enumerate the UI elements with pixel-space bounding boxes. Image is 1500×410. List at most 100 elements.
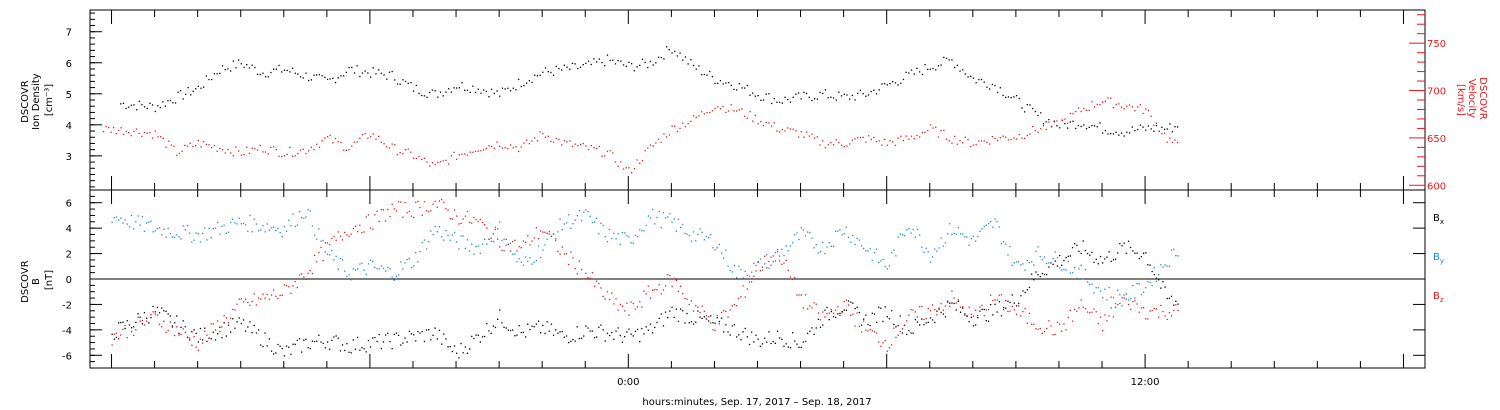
data-point-ion-density: [851, 94, 853, 97]
data-point-by: [936, 250, 938, 252]
data-point-bz: [1028, 312, 1031, 314]
data-point-bx: [540, 332, 542, 334]
data-point-bz: [182, 328, 184, 330]
data-point-bz: [755, 270, 757, 272]
b-axis-title-line3: [nT]: [44, 270, 55, 290]
data-point-bz: [281, 294, 283, 296]
data-point-velocity: [571, 145, 574, 148]
data-point-by: [139, 224, 141, 226]
data-point-bx: [802, 341, 804, 343]
data-point-velocity: [711, 110, 713, 112]
data-point-by: [751, 271, 753, 273]
data-point-bz: [415, 201, 417, 203]
data-point-bx: [1091, 251, 1093, 253]
data-point-velocity: [485, 147, 487, 149]
data-point-by: [165, 236, 167, 238]
data-point-bz: [118, 338, 120, 340]
data-point-by: [169, 233, 171, 235]
data-point-ion-density: [262, 72, 264, 74]
data-point-bx: [115, 336, 118, 339]
data-point-bx: [714, 322, 716, 324]
data-point-by: [723, 257, 725, 259]
data-point-ion-density: [822, 92, 824, 95]
data-point-bz: [779, 260, 781, 262]
data-point-by: [111, 221, 113, 224]
data-point-velocity: [983, 140, 985, 142]
data-point-by: [796, 232, 798, 234]
b-tick-label: 4: [66, 224, 72, 235]
data-point-bz: [1155, 308, 1158, 310]
data-point-velocity: [1013, 137, 1015, 139]
data-point-by: [748, 275, 751, 277]
data-point-bz: [923, 318, 925, 321]
data-point-bx: [992, 314, 994, 316]
data-point-ion-density: [622, 64, 625, 66]
data-point-bx: [292, 343, 294, 345]
data-point-velocity: [881, 144, 883, 146]
data-point-bx: [408, 330, 410, 332]
data-point-bz: [1173, 309, 1175, 312]
data-point-ion-density: [800, 98, 802, 100]
data-point-bz: [1063, 323, 1065, 325]
data-point-velocity: [1128, 104, 1131, 106]
data-point-bz: [570, 251, 572, 253]
data-point-by: [766, 254, 768, 256]
data-point-by: [867, 250, 869, 252]
data-point-bx: [692, 323, 695, 325]
data-point-by: [122, 222, 124, 224]
data-point-bx: [708, 320, 710, 322]
data-point-velocity: [480, 150, 482, 152]
data-point-bz: [634, 308, 637, 310]
data-point-ion-density: [528, 80, 530, 82]
data-point-velocity: [399, 152, 401, 154]
data-point-ion-density: [940, 64, 942, 66]
data-point-by: [1138, 283, 1140, 285]
data-point-velocity: [709, 111, 711, 114]
data-point-ion-density: [719, 80, 722, 82]
data-point-bz: [258, 297, 260, 299]
data-point-bz: [975, 309, 977, 311]
data-point-bx: [354, 348, 357, 350]
data-point-velocity: [849, 143, 851, 145]
data-point-ion-density: [434, 90, 436, 92]
data-point-bx: [929, 317, 932, 319]
data-point-bx: [604, 340, 606, 342]
data-point-bz: [346, 234, 348, 236]
data-point-bx: [600, 324, 602, 326]
data-point-velocity: [151, 137, 154, 139]
data-point-by: [1074, 267, 1076, 269]
data-point-bz: [348, 235, 350, 237]
data-point-bz: [660, 293, 662, 295]
data-point-bz: [602, 295, 604, 298]
data-point-velocity: [865, 141, 867, 143]
data-point-bx: [996, 311, 998, 313]
data-point-velocity: [620, 161, 622, 163]
data-point-velocity: [644, 150, 646, 152]
data-point-bx: [1026, 289, 1028, 291]
data-point-velocity: [625, 167, 627, 169]
data-point-bz: [1151, 309, 1153, 312]
data-point-ion-density: [456, 87, 458, 89]
data-point-ion-density: [149, 102, 151, 104]
data-point-by: [189, 232, 191, 234]
data-point-bz: [475, 218, 477, 221]
data-point-by: [294, 225, 296, 228]
data-point-velocity: [1169, 137, 1171, 139]
data-point-bz: [361, 231, 363, 234]
data-point-by: [1093, 292, 1095, 294]
data-point-by: [202, 232, 204, 235]
data-point-by: [1134, 297, 1136, 299]
data-point-velocity: [477, 150, 479, 152]
data-point-by: [242, 222, 245, 225]
data-point-velocity: [378, 135, 380, 137]
data-point-ion-density: [660, 57, 662, 59]
data-point-bx: [296, 339, 298, 341]
data-point-by: [395, 275, 398, 277]
data-point-bz: [529, 244, 531, 246]
data-point-bz: [135, 329, 137, 331]
data-point-bx: [947, 301, 949, 303]
data-point-bx: [626, 331, 628, 333]
data-point-ion-density: [711, 76, 713, 78]
data-point-bx: [572, 338, 574, 341]
data-point-bz: [910, 309, 912, 311]
